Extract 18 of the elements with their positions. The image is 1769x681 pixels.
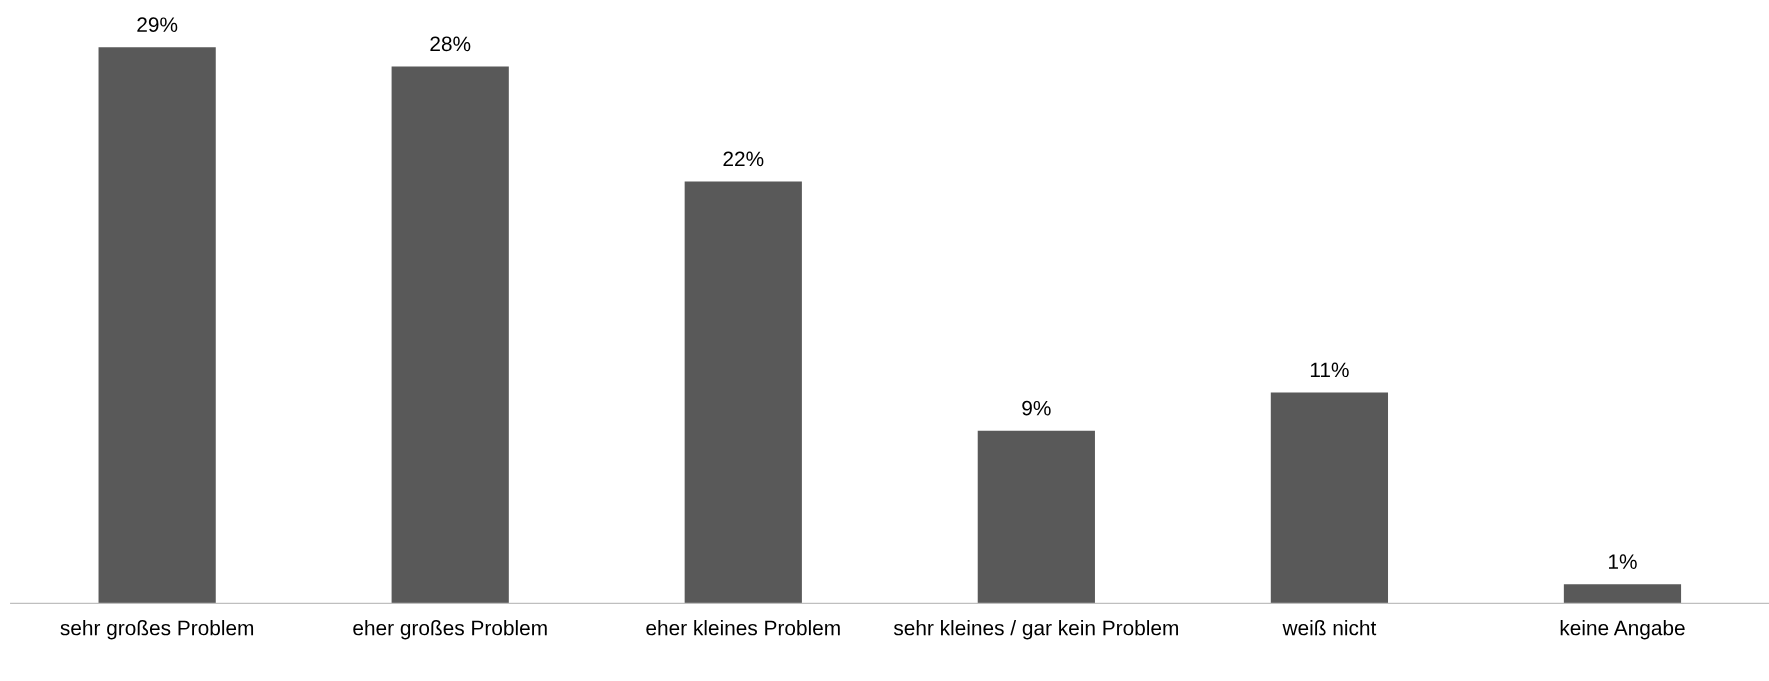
x-tick-label: eher großes Problem [353, 620, 547, 640]
x-tick-label: keine Angabe [1560, 620, 1685, 640]
x-tick-label: eher kleines Problem [646, 620, 840, 636]
bar [98, 47, 216, 604]
data-label: 1% [1609, 554, 1637, 569]
bar [391, 66, 509, 604]
bar [977, 430, 1095, 604]
x-tick-label: weiß nicht [1282, 620, 1377, 636]
bar [1270, 392, 1389, 604]
data-label: 29% [137, 17, 178, 33]
data-label: 28% [430, 36, 471, 52]
bar [684, 181, 802, 604]
x-tick-label: sehr großes Problem [60, 620, 254, 640]
data-label: 9% [1022, 400, 1051, 416]
x-tick-label: sehr kleines / gar kein Problem [893, 620, 1178, 640]
bar [1563, 584, 1682, 604]
data-label: 22% [723, 151, 764, 167]
data-label: 11% [1310, 362, 1349, 378]
